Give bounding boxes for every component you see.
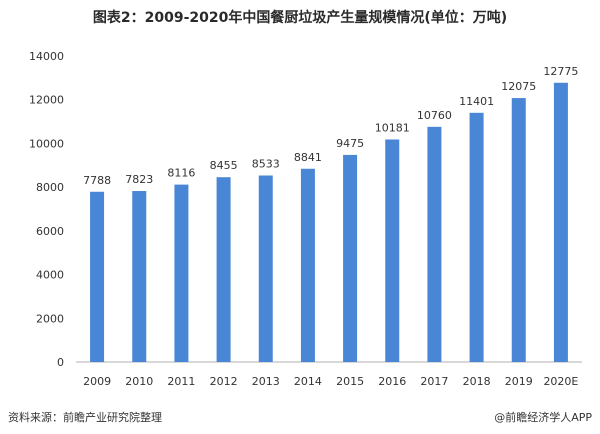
data-label: 12075	[501, 80, 536, 93]
x-tick-label: 2016	[378, 375, 406, 388]
bar	[385, 139, 400, 362]
data-label: 10181	[375, 121, 410, 134]
data-label: 7788	[83, 174, 111, 187]
x-tick-label: 2009	[83, 375, 111, 388]
y-tick-label: 0	[57, 356, 64, 369]
credit-note: @前瞻经济学人APP	[494, 411, 592, 424]
y-tick-label: 8000	[36, 181, 64, 194]
y-tick-label: 2000	[36, 312, 64, 325]
data-label: 8455	[210, 159, 238, 172]
bar	[174, 184, 189, 362]
y-tick-label: 6000	[36, 225, 64, 238]
bar	[132, 191, 147, 362]
data-label: 8116	[167, 167, 195, 180]
data-label: 11401	[459, 95, 494, 108]
x-tick-label: 2010	[125, 375, 153, 388]
y-tick-label: 12000	[29, 94, 64, 107]
bar	[343, 154, 358, 362]
x-tick-label: 2018	[463, 375, 491, 388]
bar	[469, 112, 484, 362]
data-label: 9475	[336, 137, 364, 150]
bar	[553, 82, 568, 363]
x-tick-label: 2011	[167, 375, 195, 388]
x-tick-label: 2013	[252, 375, 280, 388]
bar	[427, 126, 442, 363]
bar	[300, 168, 315, 362]
source-note: 资料来源：前瞻产业研究院整理	[8, 411, 162, 424]
data-label: 7823	[125, 173, 153, 186]
x-tick-label: 2015	[336, 375, 364, 388]
y-tick-label: 10000	[29, 137, 64, 150]
bar	[90, 191, 105, 362]
data-label: 12775	[543, 65, 578, 78]
data-label: 8533	[252, 157, 280, 170]
data-label: 10760	[417, 109, 452, 122]
x-tick-label: 2017	[420, 375, 448, 388]
x-tick-label: 2014	[294, 375, 322, 388]
bar	[216, 177, 231, 362]
x-tick-label: 2019	[505, 375, 533, 388]
y-tick-label: 14000	[29, 50, 64, 63]
x-tick-label: 2012	[210, 375, 238, 388]
chart-title: 图表2：2009-2020年中国餐厨垃圾产生量规模情况(单位：万吨)	[92, 10, 508, 26]
bar	[511, 98, 526, 362]
bar	[258, 175, 273, 362]
data-label: 8841	[294, 151, 322, 164]
y-tick-label: 4000	[36, 269, 64, 282]
x-tick-label: 2020E	[543, 375, 578, 388]
